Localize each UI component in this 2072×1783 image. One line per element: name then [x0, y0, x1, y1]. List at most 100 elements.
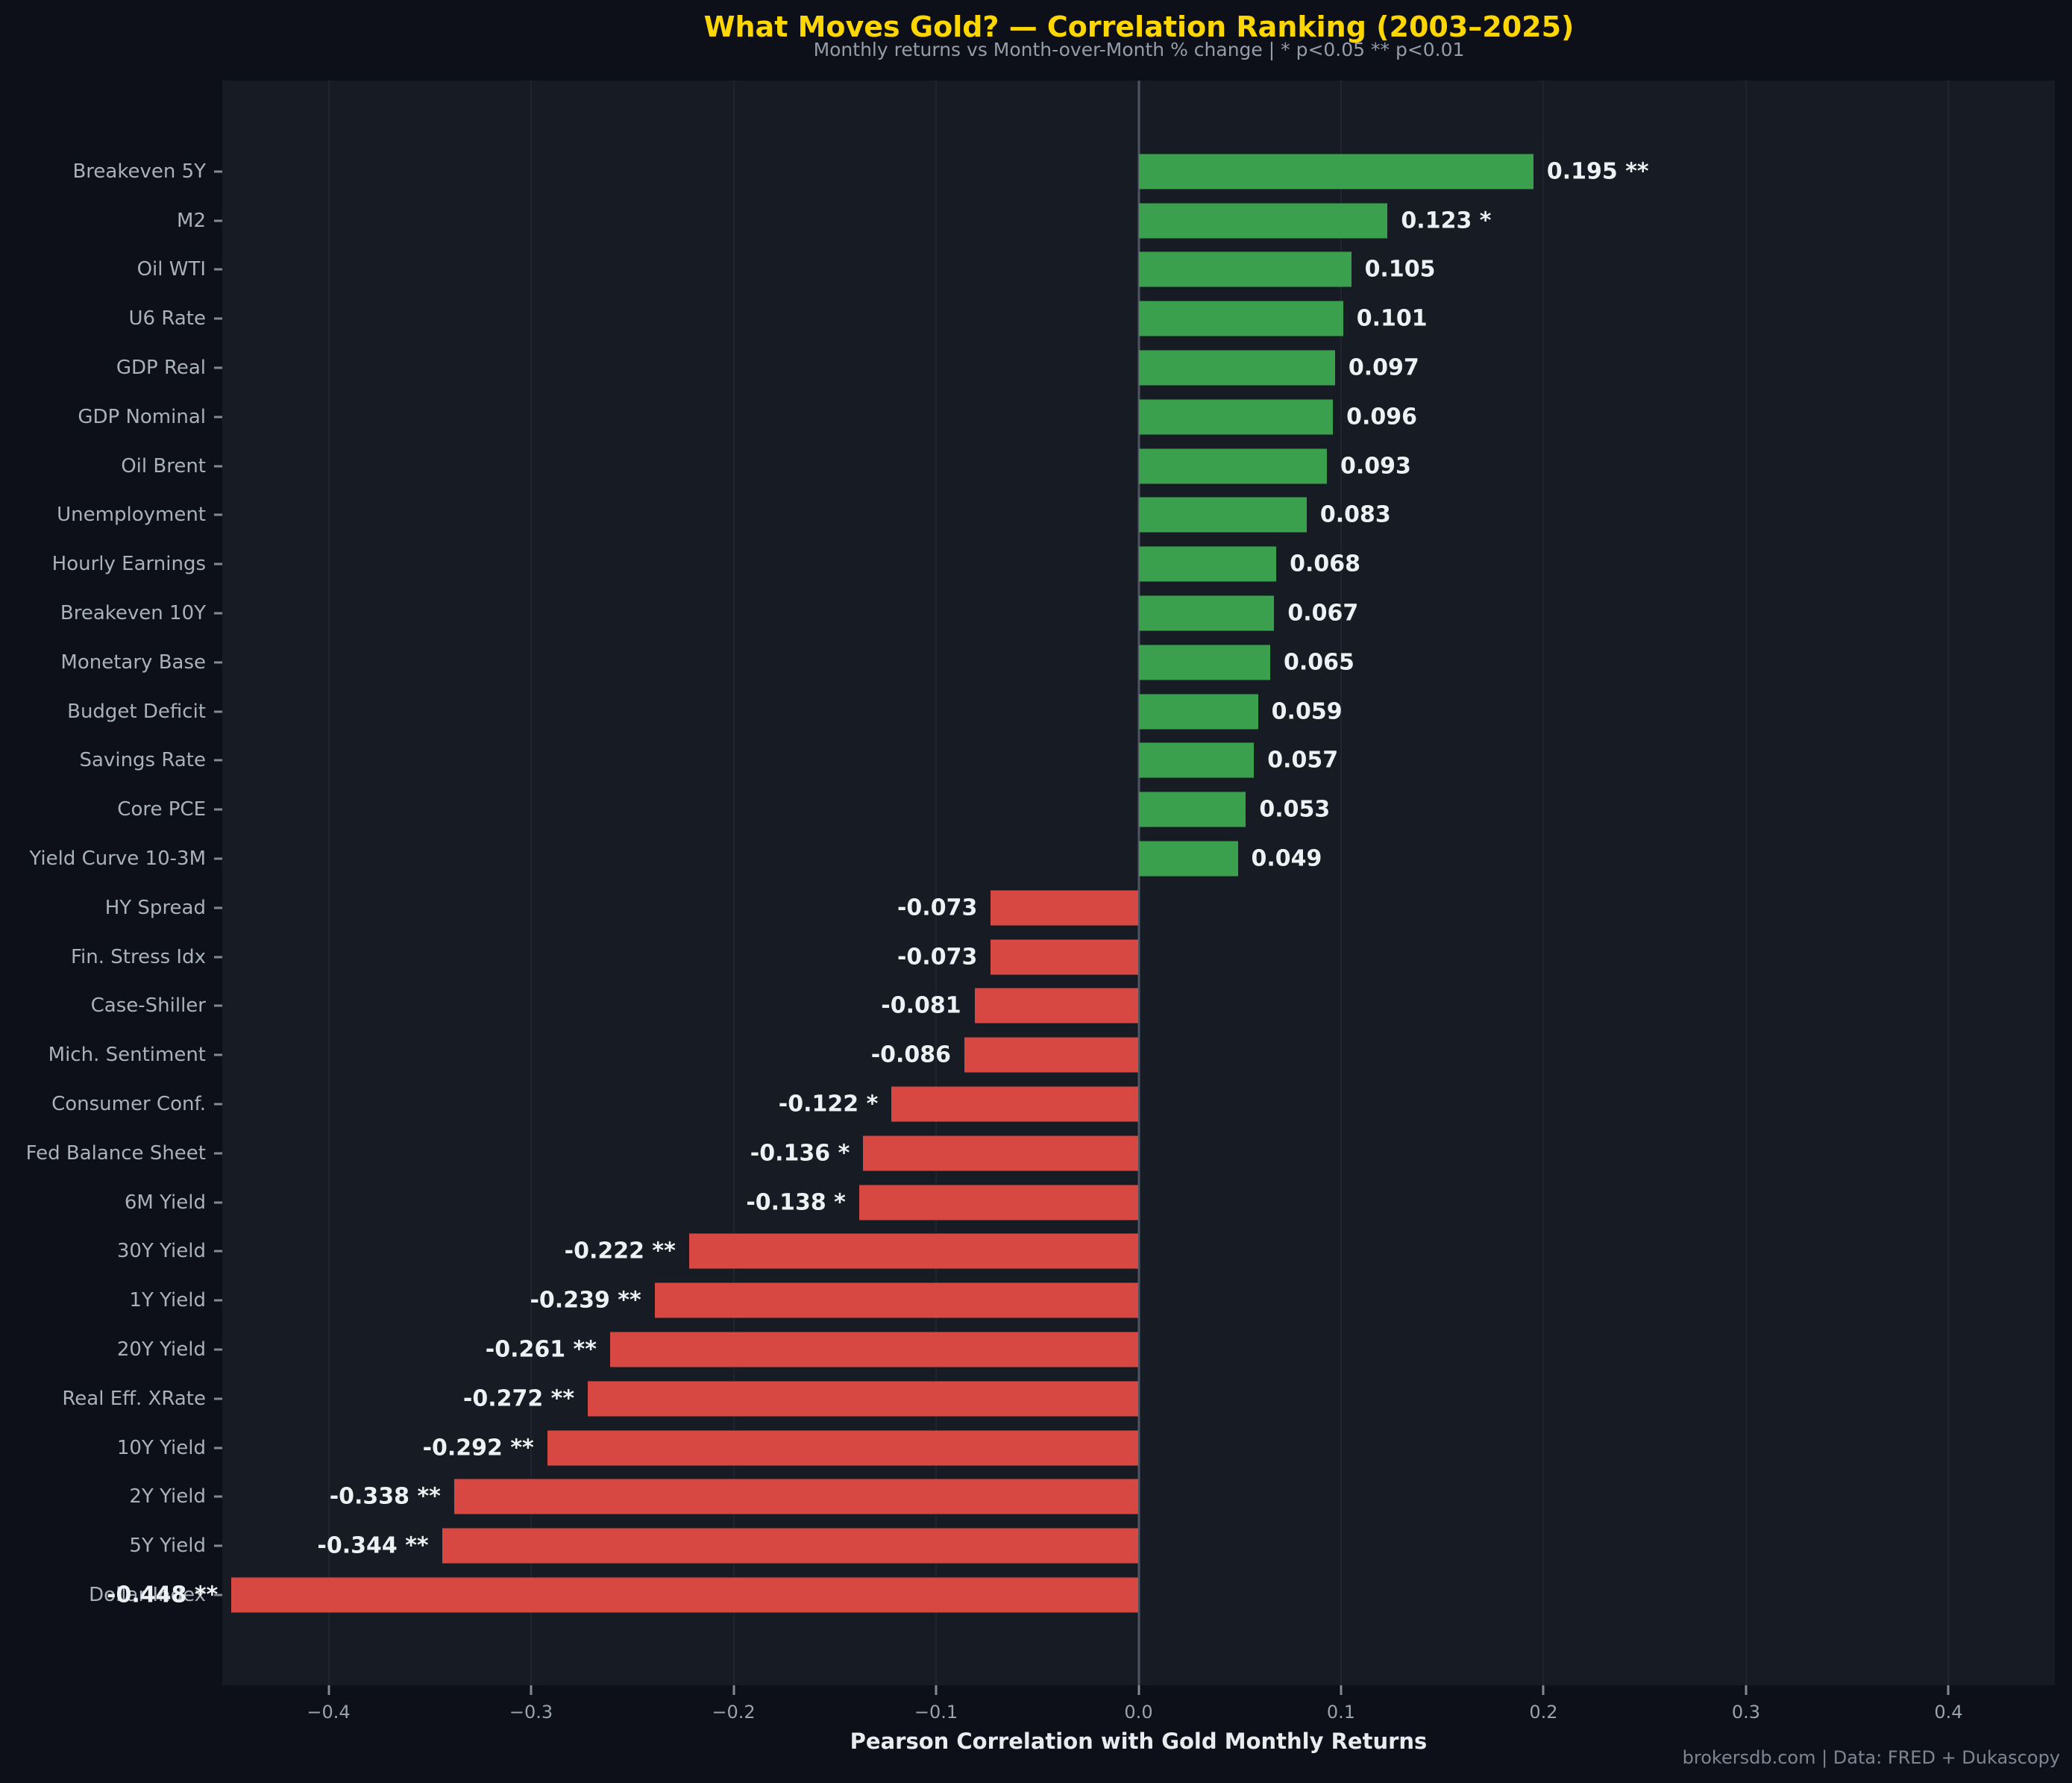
x-tick-label: 0.2: [1529, 1702, 1558, 1723]
y-tick-mark: [214, 563, 222, 565]
category-label: Breakeven 5Y: [72, 160, 206, 183]
correlation-bar: [609, 1332, 1139, 1367]
bar-row: Yield Curve 10-3M 0.049: [29, 834, 2055, 883]
correlation-bar: [1138, 399, 1334, 435]
category-label: Mich. Sentiment: [48, 1044, 206, 1067]
correlation-bar: [588, 1381, 1139, 1417]
bar-row: 30Y Yield -0.222 **: [117, 1227, 2055, 1276]
bar-row: 10Y Yield -0.292 **: [117, 1423, 2055, 1473]
category-label: Oil Brent: [121, 454, 206, 477]
x-tick-label: 0.3: [1731, 1702, 1761, 1723]
category-label: 1Y Yield: [129, 1289, 206, 1312]
category-label: 2Y Yield: [129, 1485, 206, 1508]
bar-row: Core PCE 0.053: [117, 785, 2055, 834]
y-tick-mark: [214, 1348, 222, 1351]
category-label: Monetary Base: [60, 651, 206, 674]
y-tick-mark: [214, 1053, 222, 1056]
bar-row: 6M Yield -0.138 *: [125, 1178, 2055, 1227]
correlation-bar: [1138, 350, 1335, 386]
bar-row: GDP Real 0.097: [116, 343, 2055, 392]
bar-row: Real Eff. XRate -0.272 **: [62, 1374, 2055, 1423]
correlation-bar: [1138, 301, 1343, 336]
value-label: 0.059: [1271, 698, 1343, 725]
value-label: 0.101: [1356, 305, 1428, 332]
category-label: U6 Rate: [128, 307, 206, 330]
category-label: Fed Balance Sheet: [25, 1141, 206, 1165]
x-tick-mark: [1745, 1685, 1748, 1695]
correlation-bar: [1138, 792, 1246, 827]
gridline: [530, 81, 533, 1685]
y-tick-mark: [214, 710, 222, 713]
category-label: Budget Deficit: [67, 700, 206, 723]
value-label: -0.138 *: [746, 1189, 846, 1216]
zero-line: [1137, 81, 1140, 1685]
value-label: 0.068: [1290, 551, 1361, 577]
correlation-bar: [1138, 546, 1277, 582]
category-label: GDP Nominal: [78, 405, 206, 428]
correlation-bar: [654, 1282, 1139, 1318]
y-tick-mark: [214, 1250, 222, 1253]
x-tick-mark: [530, 1685, 533, 1695]
x-tick-mark: [732, 1685, 735, 1695]
y-tick-mark: [214, 857, 222, 860]
x-tick-mark: [1542, 1685, 1545, 1695]
y-tick-mark: [214, 219, 222, 222]
bar-row: Budget Deficit 0.059: [67, 687, 2055, 736]
value-label: 0.123 *: [1401, 207, 1492, 234]
bar-row: 1Y Yield -0.239 **: [129, 1276, 2055, 1325]
bar-row: Oil WTI 0.105: [137, 245, 2055, 295]
value-label: 0.067: [1287, 600, 1359, 627]
y-tick-mark: [214, 1447, 222, 1450]
category-label: Consumer Conf.: [51, 1093, 206, 1116]
y-tick-mark: [214, 268, 222, 271]
x-tick-label: 0.1: [1326, 1702, 1356, 1723]
value-label: 0.065: [1283, 649, 1354, 676]
plot-area: Breakeven 5Y 0.195 ** M2 0.123 * Oil WTI 0.10…: [26, 81, 2055, 1754]
x-tick-label: −0.1: [914, 1702, 958, 1723]
gridline: [1947, 81, 1950, 1685]
value-label: -0.081: [881, 992, 961, 1019]
y-tick-mark: [214, 416, 222, 419]
bar-row: M2 0.123 *: [177, 196, 2055, 245]
y-tick-mark: [214, 513, 222, 516]
bar-row: Oil Brent 0.093: [121, 442, 2055, 491]
y-tick-mark: [214, 1299, 222, 1302]
x-axis-label: Pearson Correlation with Gold Monthly Re…: [850, 1729, 1428, 1754]
gridline: [935, 81, 937, 1685]
y-tick-mark: [214, 956, 222, 959]
correlation-bar: [863, 1135, 1139, 1171]
bar-row: Fin. Stress Idx -0.073: [71, 933, 2055, 982]
correlation-bar: [974, 988, 1139, 1024]
value-label: 0.105: [1364, 256, 1436, 283]
bar-row: U6 Rate 0.101: [129, 294, 2055, 343]
category-label: GDP Real: [116, 357, 206, 380]
bar-row: Case-Shiller -0.081: [91, 982, 2055, 1031]
x-tick-label: −0.4: [307, 1702, 351, 1723]
category-label: M2: [177, 209, 206, 232]
category-label: 5Y Yield: [129, 1535, 206, 1558]
correlation-bar: [1138, 203, 1388, 239]
correlation-bar: [858, 1185, 1139, 1220]
y-tick-mark: [214, 1544, 222, 1547]
value-label: -0.338 **: [329, 1483, 441, 1510]
category-label: Breakeven 10Y: [60, 602, 206, 625]
x-tick-label: −0.2: [712, 1702, 756, 1723]
value-label: 0.096: [1346, 404, 1418, 430]
correlation-bar: [453, 1479, 1139, 1514]
category-label: Dollar Index: [89, 1584, 206, 1606]
x-tick-mark: [1947, 1685, 1950, 1695]
correlation-bar: [231, 1577, 1139, 1613]
correlation-bar: [1138, 448, 1327, 484]
category-label: Hourly Earnings: [51, 553, 206, 576]
y-tick-mark: [214, 759, 222, 762]
gridline: [1745, 81, 1747, 1685]
value-label: 0.083: [1319, 501, 1391, 528]
y-tick-mark: [214, 1152, 222, 1155]
gridline: [732, 81, 735, 1685]
y-tick-mark: [214, 317, 222, 320]
correlation-bar: [1138, 154, 1533, 189]
correlation-bar: [688, 1233, 1139, 1269]
y-tick-mark: [214, 612, 222, 615]
gridline: [1340, 81, 1342, 1685]
